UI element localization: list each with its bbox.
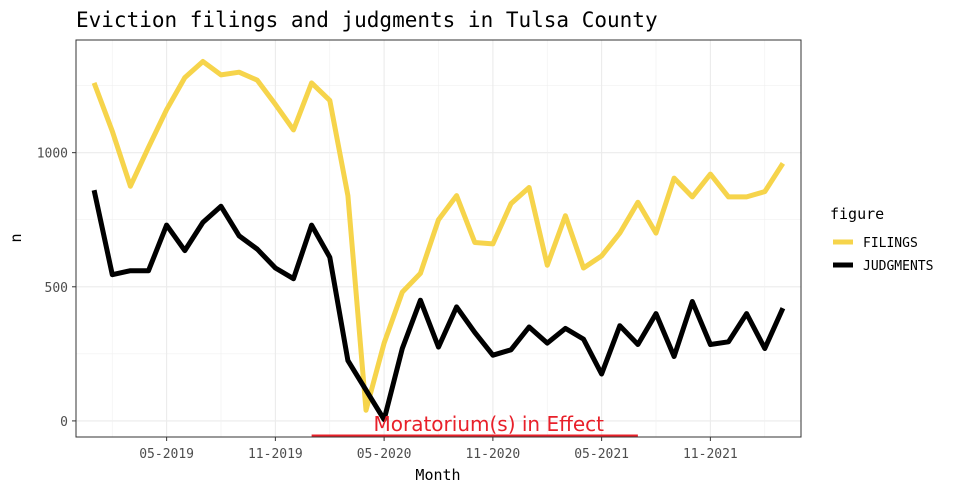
legend-title: figure xyxy=(830,205,884,223)
y-axis-label: n xyxy=(7,233,25,242)
series-line-judgments xyxy=(91,189,786,423)
x-tick-label: 11-2021 xyxy=(683,447,738,462)
y-tick-label: 1000 xyxy=(37,147,68,162)
legend: figure FILINGS JUDGMENTS xyxy=(830,205,933,274)
legend-label-judgments: JUDGMENTS xyxy=(863,259,933,274)
x-axis-label: Month xyxy=(415,466,460,484)
plot-area: Moratorium(s) in Effect xyxy=(75,39,802,438)
moratorium-label: Moratorium(s) in Effect xyxy=(373,412,604,436)
moratorium-annotation: Moratorium(s) in Effect xyxy=(311,412,638,438)
series-lines xyxy=(91,59,786,423)
x-tick-label: 11-2020 xyxy=(465,447,520,462)
y-tick-label: 500 xyxy=(45,281,68,296)
x-tick-label: 05-2021 xyxy=(574,447,629,462)
x-tick-label: 05-2020 xyxy=(357,447,412,462)
legend-label-filings: FILINGS xyxy=(863,236,918,251)
x-tick-label: 05-2019 xyxy=(139,447,194,462)
series-line-filings xyxy=(91,59,786,413)
y-tick-label: 0 xyxy=(60,415,68,430)
y-axis: 0 500 1000 xyxy=(37,147,76,430)
chart-title: Eviction filings and judgments in Tulsa … xyxy=(76,8,658,32)
x-tick-label: 11-2019 xyxy=(248,447,303,462)
x-axis: 05-2019 11-2019 05-2020 11-2020 05-2021 11-20… xyxy=(139,437,738,462)
plot-border xyxy=(75,39,802,438)
